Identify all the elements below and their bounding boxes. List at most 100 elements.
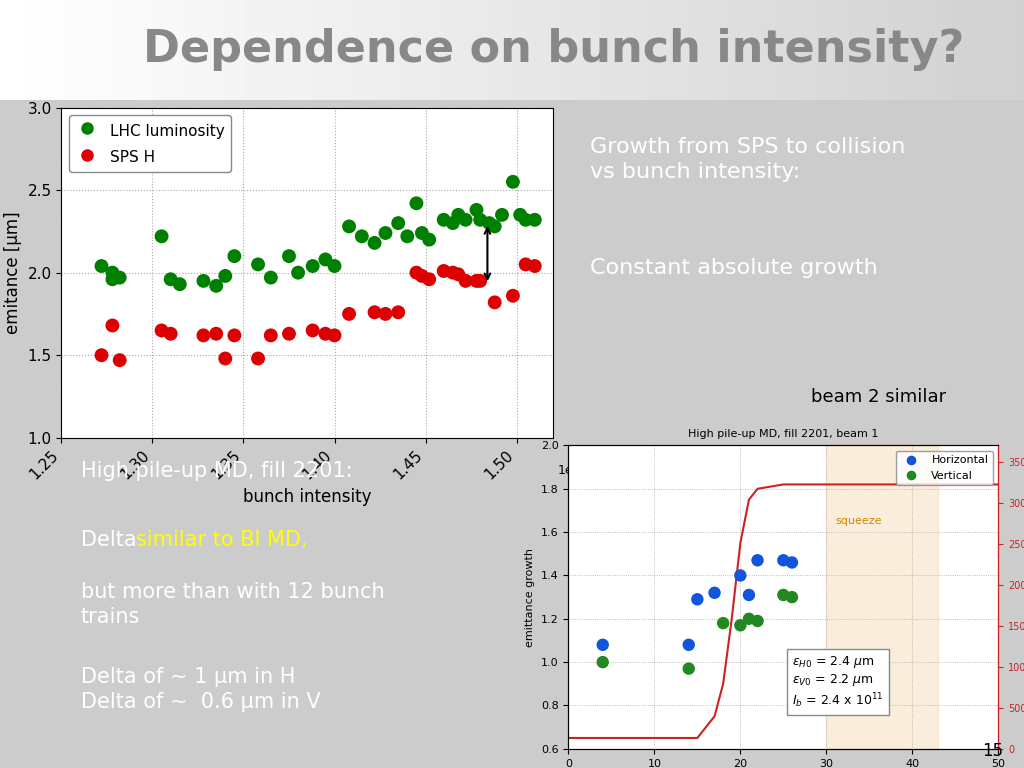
Title: High pile-up MD, fill 2201, beam 1: High pile-up MD, fill 2201, beam 1 — [688, 429, 879, 439]
Point — [226, 329, 243, 342]
Point — [341, 308, 357, 320]
Point — [196, 329, 212, 342]
Point — [250, 258, 266, 270]
Point — [421, 233, 437, 246]
Point — [154, 230, 170, 243]
Point — [377, 308, 393, 320]
Point — [444, 266, 461, 279]
Text: similar to BI MD,: similar to BI MD, — [136, 531, 307, 551]
Point — [262, 329, 279, 342]
Point — [750, 615, 766, 627]
Point — [595, 656, 611, 668]
Point — [750, 554, 766, 567]
Point — [505, 176, 521, 188]
Text: Delta: Delta — [81, 531, 143, 551]
Point — [707, 587, 723, 599]
Point — [304, 260, 321, 272]
Point — [732, 569, 749, 581]
X-axis label: bunch intensity: bunch intensity — [243, 488, 372, 505]
Point — [208, 280, 224, 292]
Point — [472, 214, 488, 226]
Point — [681, 639, 697, 651]
Point — [409, 197, 425, 210]
Point — [435, 214, 452, 226]
Point — [327, 260, 343, 272]
Text: Dependence on bunch intensity?: Dependence on bunch intensity? — [143, 28, 965, 71]
Point — [444, 217, 461, 230]
Point — [281, 250, 297, 263]
Point — [740, 613, 757, 625]
Point — [317, 328, 334, 340]
Point — [783, 556, 800, 568]
Point — [154, 324, 170, 336]
Point — [435, 265, 452, 277]
Point — [486, 296, 503, 309]
Text: Delta of ~ 1 μm in H
Delta of ~  0.6 μm in V: Delta of ~ 1 μm in H Delta of ~ 0.6 μm i… — [81, 667, 321, 712]
Point — [481, 217, 498, 230]
Point — [104, 273, 121, 286]
Point — [451, 268, 467, 280]
Point — [317, 253, 334, 266]
Point — [112, 354, 128, 366]
Bar — [826, 445, 938, 749]
Point — [468, 275, 484, 287]
Point — [104, 319, 121, 332]
Point — [353, 230, 370, 243]
Point — [681, 663, 697, 675]
Point — [458, 275, 474, 287]
Point — [732, 619, 749, 631]
Point — [517, 258, 534, 270]
Legend: LHC luminosity, SPS H: LHC luminosity, SPS H — [69, 115, 231, 172]
Point — [104, 266, 121, 279]
Text: High pile-up MD, fill 2201:: High pile-up MD, fill 2201: — [81, 461, 352, 481]
Text: squeeze: squeeze — [835, 516, 882, 526]
Point — [281, 328, 297, 340]
Point — [327, 329, 343, 342]
Point — [775, 589, 792, 601]
Point — [494, 209, 510, 221]
Point — [217, 270, 233, 282]
Point — [367, 306, 383, 319]
Point — [740, 589, 757, 601]
Point — [526, 260, 543, 272]
Point — [367, 237, 383, 249]
Text: Growth from SPS to collision
vs bunch intensity:: Growth from SPS to collision vs bunch in… — [590, 137, 905, 182]
Point — [341, 220, 357, 233]
Point — [290, 266, 306, 279]
Point — [390, 217, 407, 230]
Point — [689, 593, 706, 605]
Point — [783, 591, 800, 603]
Point — [505, 290, 521, 302]
Point — [217, 353, 233, 365]
Legend: Horizontal, Vertical: Horizontal, Vertical — [896, 451, 993, 485]
Point — [304, 324, 321, 336]
Point — [517, 214, 534, 226]
Text: beam 2 similar: beam 2 similar — [811, 389, 945, 406]
Point — [414, 270, 430, 282]
Point — [409, 266, 425, 279]
Point — [399, 230, 416, 243]
Point — [163, 273, 179, 286]
Point — [414, 227, 430, 239]
Point — [595, 639, 611, 651]
Point — [226, 250, 243, 263]
Point — [163, 328, 179, 340]
Y-axis label: emitance [μm]: emitance [μm] — [4, 211, 22, 334]
Point — [458, 214, 474, 226]
Point — [172, 278, 188, 290]
Point — [486, 220, 503, 233]
Y-axis label: emittance growth: emittance growth — [525, 548, 536, 647]
Text: $\varepsilon_{H0}$ = 2.4 $\mu$m
$\varepsilon_{V0}$ = 2.2 $\mu$m
$I_b$ = 2.4 x $1: $\varepsilon_{H0}$ = 2.4 $\mu$m $\vareps… — [792, 654, 884, 710]
Text: Constant absolute growth: Constant absolute growth — [590, 257, 878, 277]
Point — [451, 209, 467, 221]
Point — [526, 214, 543, 226]
Point — [512, 209, 528, 221]
Point — [262, 271, 279, 283]
Text: but more than with 12 bunch
trains: but more than with 12 bunch trains — [81, 582, 384, 627]
Text: 15: 15 — [982, 743, 1004, 760]
Point — [390, 306, 407, 319]
Point — [250, 353, 266, 365]
Point — [112, 271, 128, 283]
Point — [377, 227, 393, 239]
Point — [775, 554, 792, 567]
